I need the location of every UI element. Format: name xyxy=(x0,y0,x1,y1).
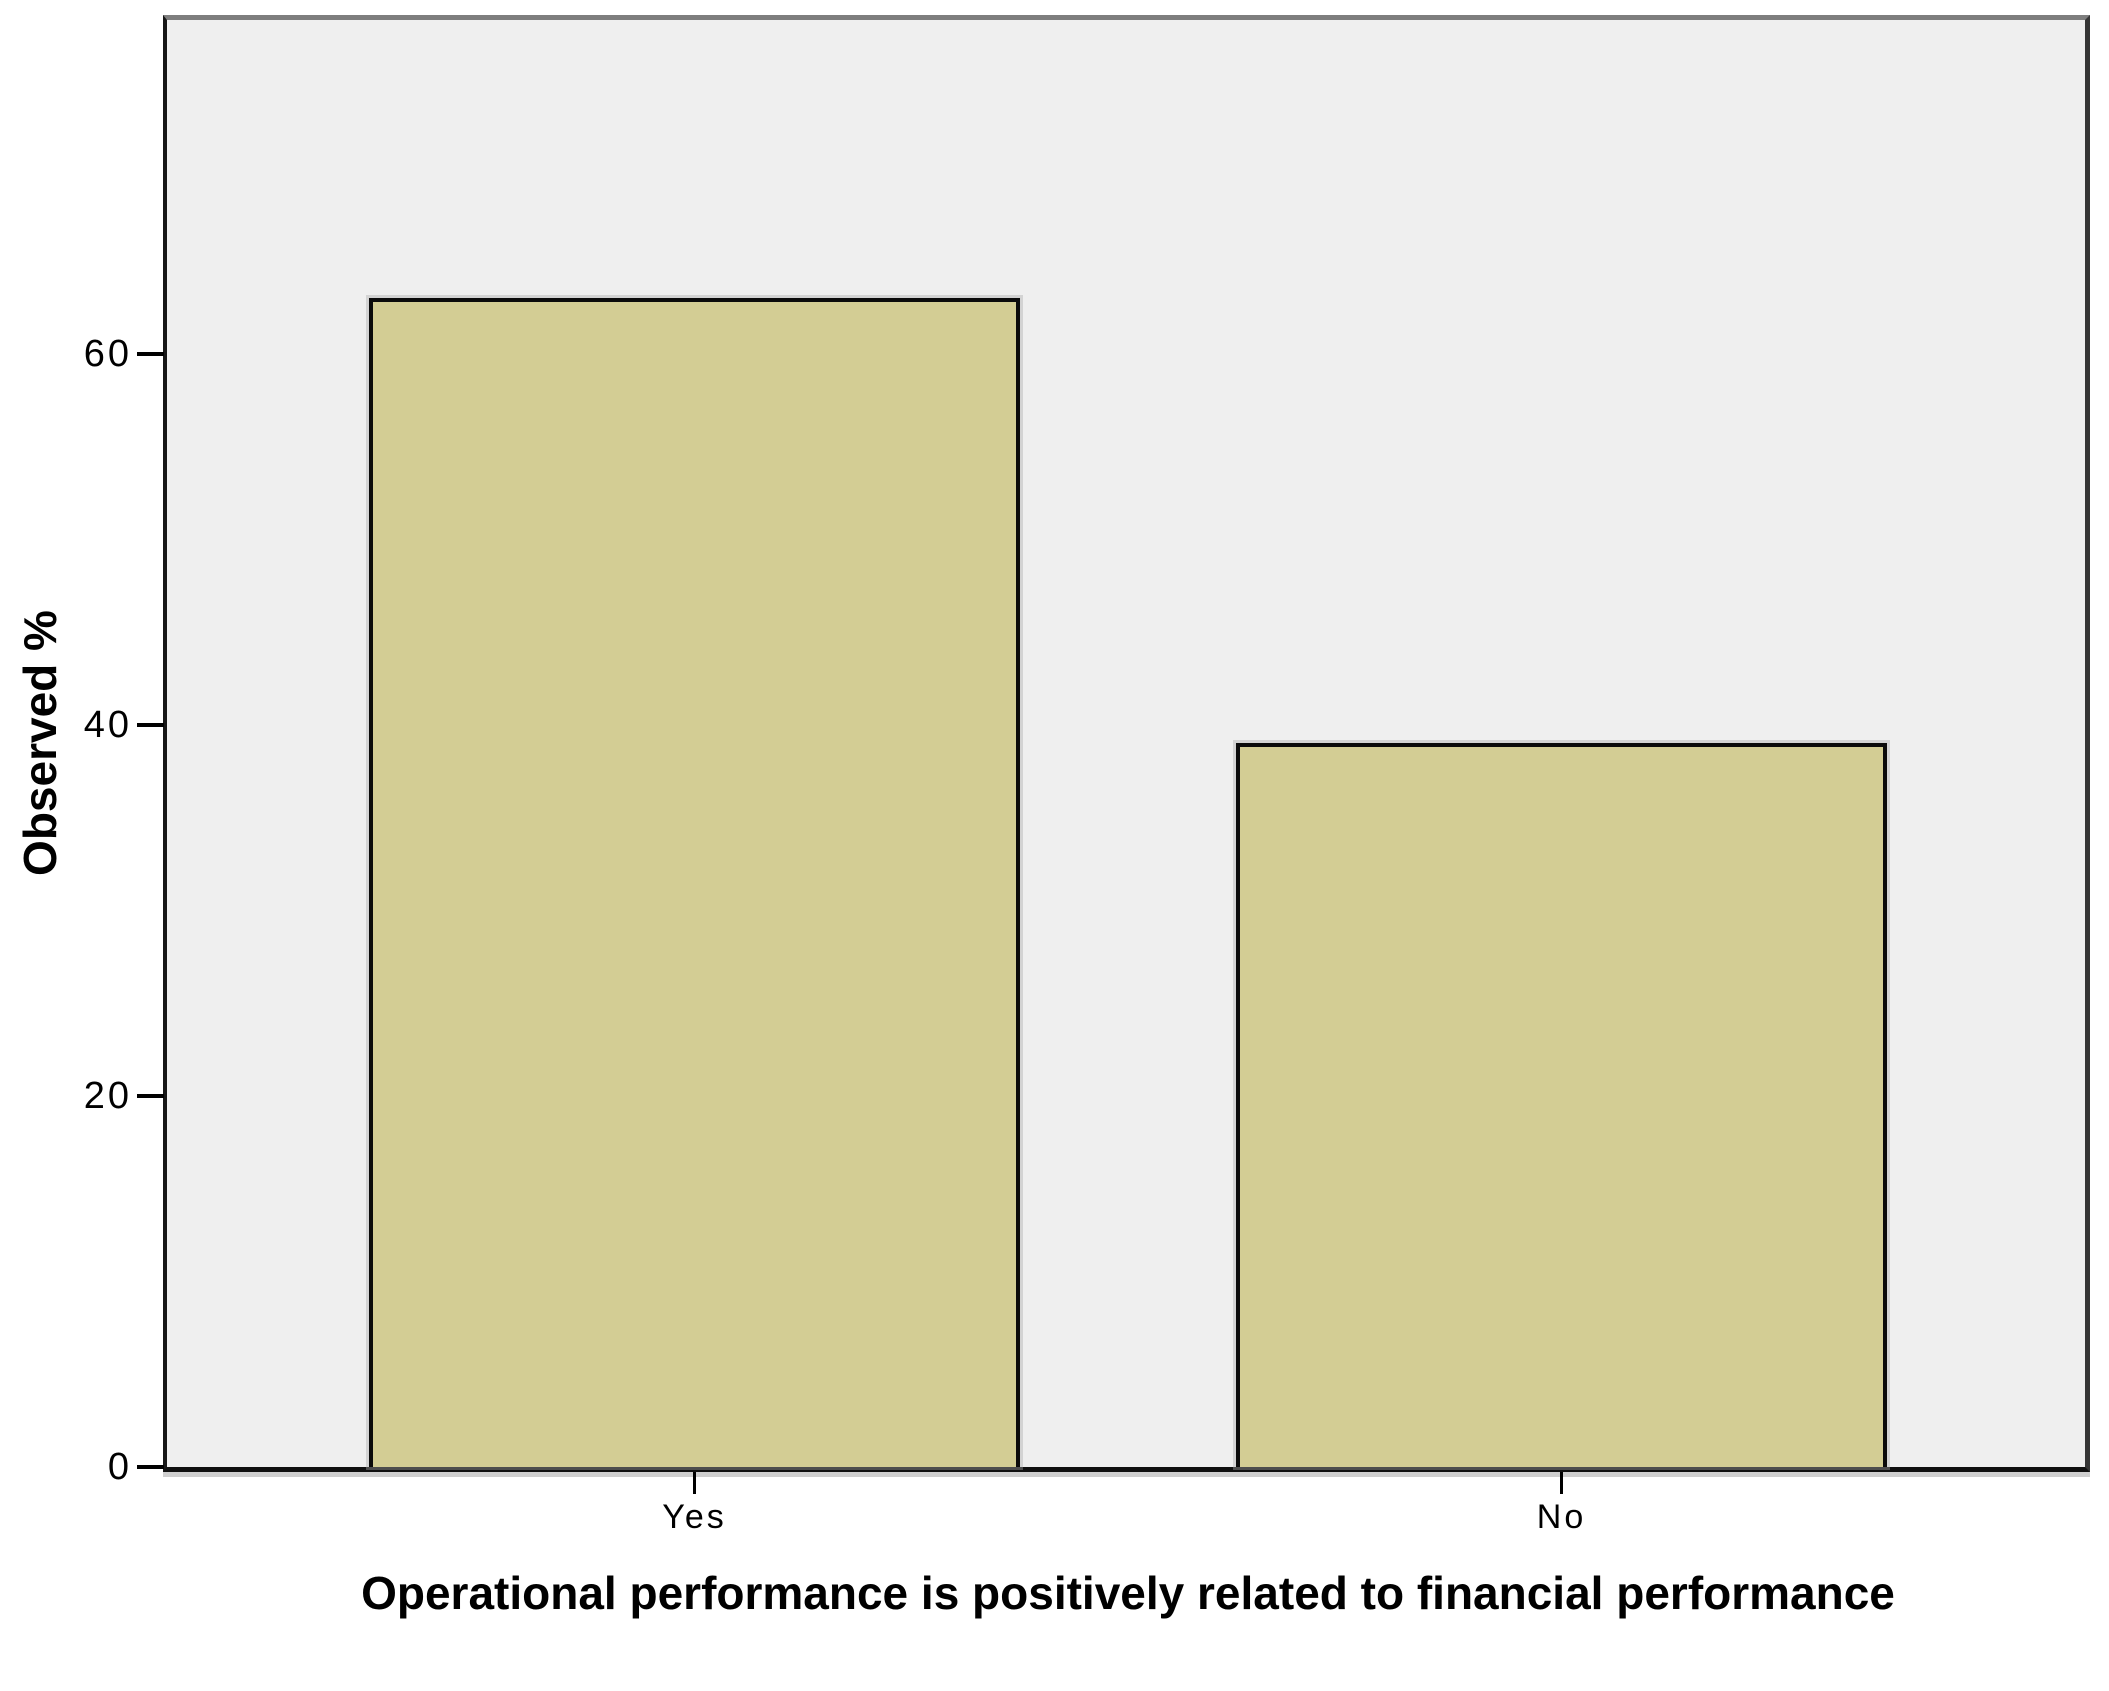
x-axis-tick xyxy=(693,1472,696,1494)
y-axis-tick xyxy=(137,723,164,727)
y-tick-label-20: 20 xyxy=(83,1075,132,1117)
y-tick-label-60: 60 xyxy=(83,333,132,375)
y-tick-label-40: 40 xyxy=(83,704,132,746)
y-axis-tick xyxy=(137,1465,164,1469)
x-category-label-yes: Yes xyxy=(662,1498,727,1536)
bar-yes xyxy=(369,298,1020,1467)
x-axis-title: Operational performance is positively re… xyxy=(361,1567,1895,1619)
y-axis-tick xyxy=(137,1094,164,1098)
plot-area xyxy=(163,15,2090,1472)
bar-no xyxy=(1236,743,1887,1467)
y-tick-label-0: 0 xyxy=(107,1446,132,1488)
x-category-label-no: No xyxy=(1536,1498,1587,1536)
y-axis-tick xyxy=(137,352,164,356)
x-axis-tick xyxy=(1560,1472,1563,1494)
